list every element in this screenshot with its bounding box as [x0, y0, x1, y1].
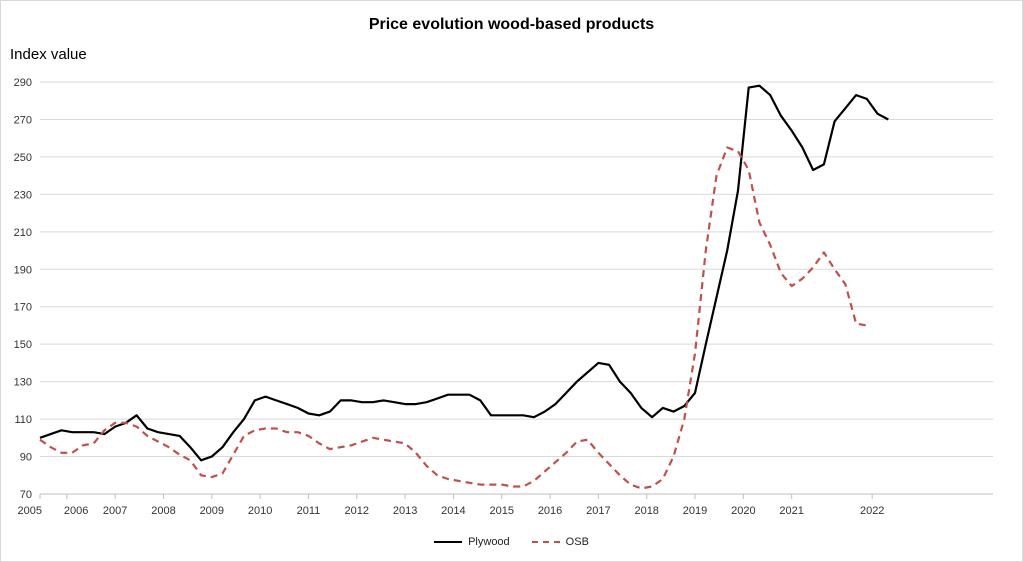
x-tick-label-2008: 2008	[151, 505, 175, 517]
x-tick-label-2013: 2013	[393, 505, 417, 517]
x-tick-label-2020: 2020	[731, 505, 755, 517]
y-tick-label-70: 70	[20, 489, 32, 501]
series-line-plywood	[39, 84, 889, 462]
y-tick-label-230: 230	[14, 189, 32, 201]
series-lines	[39, 84, 889, 490]
y-axis-ticks: 70 90 110 130 150 170 190 210 230 250 270 290	[14, 77, 32, 501]
x-tick-label-2017: 2017	[586, 505, 610, 517]
x-tick-label-2006: 2006	[64, 505, 88, 517]
legend: Plywood OSB	[0, 536, 1023, 548]
x-tick-label-2019: 2019	[683, 505, 707, 517]
x-tick-label-2022: 2022	[860, 505, 884, 517]
y-tick-label-150: 150	[14, 339, 32, 351]
y-tick-label-270: 270	[14, 114, 32, 126]
y-tick-label-190: 190	[14, 264, 32, 276]
osb-legend-swatch	[531, 541, 560, 543]
x-tick-label-2012: 2012	[345, 505, 369, 517]
x-tick-label-2015: 2015	[489, 505, 513, 517]
plywood-legend-swatch	[434, 541, 463, 543]
chart-title: Price evolution wood-based products	[368, 16, 655, 33]
y-tick-label-130: 130	[14, 377, 32, 389]
x-axis-ticks: 2005 2006 2007 2008 2009 2010 2011 2012 2013 2014…	[18, 494, 884, 517]
x-tick-label-2009: 2009	[200, 505, 224, 517]
x-tick-label-2011: 2011	[297, 505, 321, 517]
y-tick-label-90: 90	[20, 452, 32, 464]
x-tick-label-2005: 2005	[18, 505, 42, 517]
x-tick-label-2018: 2018	[634, 505, 658, 517]
gridlines	[40, 81, 993, 458]
y-axis-title: Index value	[10, 46, 87, 63]
series-line-osb	[39, 146, 867, 490]
y-tick-label-290: 290	[14, 77, 32, 89]
x-tick-label-2016: 2016	[538, 505, 562, 517]
legend-label-osb: OSB	[565, 536, 589, 548]
x-tick-label-2014: 2014	[441, 505, 465, 517]
y-tick-label-110: 110	[14, 414, 32, 426]
legend-label-plywood: Plywood	[468, 536, 510, 548]
y-tick-label-250: 250	[14, 152, 32, 164]
legend-item-osb: OSB	[531, 536, 589, 548]
y-tick-label-210: 210	[14, 227, 32, 239]
x-tick-label-2010: 2010	[248, 505, 272, 517]
y-tick-label-170: 170	[14, 302, 32, 314]
x-tick-label-2007: 2007	[103, 505, 127, 517]
legend-item-plywood: Plywood	[434, 536, 510, 548]
x-tick-label-2021: 2021	[779, 505, 803, 517]
